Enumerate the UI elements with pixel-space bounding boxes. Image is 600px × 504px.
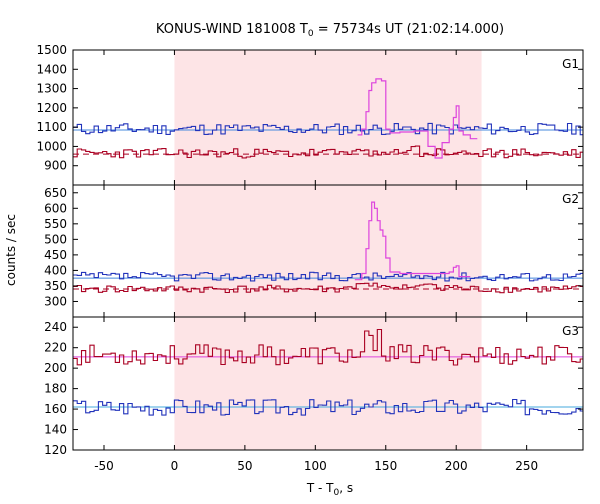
y-tick-label: 1300 xyxy=(36,82,67,96)
panel-g1: 900 1000 1100 1200 1300 1400 1500 G1 xyxy=(36,43,584,186)
chart-title: KONUS-WIND 181008 T0 = 75734s UT (21:02:… xyxy=(156,22,504,39)
plot-group: 900100011001200130014001500G130035040045… xyxy=(36,43,584,473)
y-tick-label: 220 xyxy=(44,341,67,355)
y-tick-label: 240 xyxy=(44,320,67,334)
x-tick-label: 250 xyxy=(515,459,538,473)
burst-series-g1 xyxy=(357,78,478,159)
y-tick-label: 1000 xyxy=(36,139,67,153)
y-tick-label: 550 xyxy=(44,217,67,231)
y-tick-label: 180 xyxy=(44,382,67,396)
y-tick-label: 1100 xyxy=(36,120,67,134)
y-tick-label: 300 xyxy=(44,294,67,308)
x-tick-label: 200 xyxy=(445,459,468,473)
x-tick-label: 150 xyxy=(374,459,397,473)
y-tick-label: 120 xyxy=(44,443,67,457)
series-red-g1 xyxy=(73,145,583,159)
y-tick-label: 1200 xyxy=(36,101,67,115)
panel-label-g3: G3 xyxy=(562,324,579,338)
x-tick-label: 0 xyxy=(171,459,179,473)
x-tick-label: 100 xyxy=(304,459,327,473)
highlight-band xyxy=(174,50,482,450)
y-tick-label: 400 xyxy=(44,263,67,277)
panel-label-g2: G2 xyxy=(562,192,579,206)
panel-frame xyxy=(72,316,584,451)
series-red-g3 xyxy=(73,328,583,366)
series-blue-g1 xyxy=(73,122,583,136)
series-blue-g2 xyxy=(73,271,583,282)
y-tick-label: 350 xyxy=(44,279,67,293)
panel-label-g1: G1 xyxy=(562,57,579,71)
y-tick-label: 500 xyxy=(44,232,67,246)
x-axis-label: T - T0, s xyxy=(306,481,353,498)
y-tick-label: 1400 xyxy=(36,62,67,76)
y-tick-label: 650 xyxy=(44,186,67,200)
y-tick-label: 450 xyxy=(44,248,67,262)
y-tick-label: 1500 xyxy=(36,43,67,57)
y-axis-label: counts / sec xyxy=(4,214,18,286)
series-red-g2 xyxy=(73,282,583,294)
y-tick-label: 900 xyxy=(44,159,67,173)
y-tick-label: 200 xyxy=(44,361,67,375)
burst-series-g2 xyxy=(354,201,471,281)
y-tick-label: 160 xyxy=(44,402,67,416)
series-blue-g3 xyxy=(73,398,583,416)
x-tick-label: -50 xyxy=(94,459,114,473)
y-tick-label: 600 xyxy=(44,201,67,215)
x-tick-label: 50 xyxy=(237,459,252,473)
panel-g3: 120 140 160 180 200 220 240 G3 xyxy=(44,316,584,457)
y-tick-label: 140 xyxy=(44,423,67,437)
